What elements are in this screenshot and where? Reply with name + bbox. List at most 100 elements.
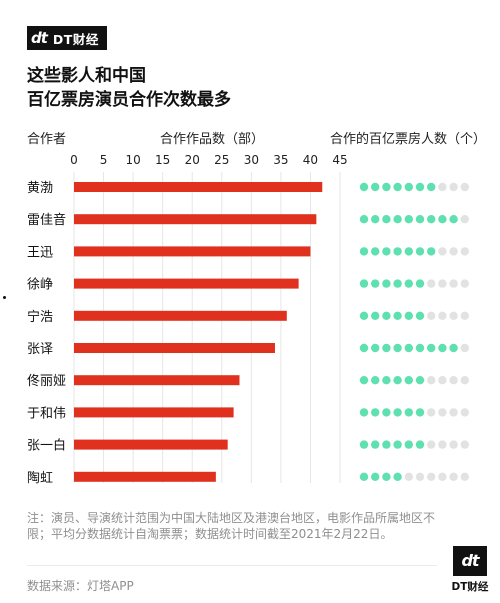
count-dot-filled <box>371 279 380 288</box>
count-dot-filled <box>393 472 402 481</box>
count-dot-empty <box>438 440 447 449</box>
footer-logo-name: DT财经 <box>451 581 489 593</box>
x-tick-label: 40 <box>303 153 318 167</box>
category-label: 黄渤 <box>27 180 53 196</box>
count-dot-filled <box>393 408 402 417</box>
count-dot-filled <box>427 343 436 353</box>
count-dot-filled <box>404 182 413 192</box>
count-dot-filled <box>393 311 402 320</box>
count-dot-filled <box>393 279 402 288</box>
count-dot-filled <box>438 343 447 353</box>
bar <box>74 214 317 225</box>
count-dot-filled <box>393 343 402 353</box>
data-source: 数据来源：灯塔APP <box>27 579 134 593</box>
footnote: 注：演员、导演统计范围为中国大陆地区及港澳台地区，电影作品所属地区不限；平均分数… <box>27 511 436 541</box>
footer-divider <box>27 565 437 566</box>
count-dot-filled <box>382 440 391 449</box>
count-dot-filled <box>415 440 425 449</box>
count-dot-filled <box>427 215 436 224</box>
count-dot-filled <box>359 376 369 385</box>
category-label: 于和伟 <box>27 406 66 421</box>
count-dot-empty <box>460 376 469 385</box>
count-dot-filled <box>415 182 425 192</box>
count-dot-filled <box>415 343 425 353</box>
brand-badge: dt DT财经 <box>27 26 107 50</box>
count-dot-empty <box>449 440 458 449</box>
count-dot-filled <box>359 343 369 353</box>
count-dot-empty <box>460 215 469 224</box>
bar <box>74 375 240 386</box>
count-dot-filled <box>371 247 380 256</box>
count-dot-empty <box>438 279 447 288</box>
count-dot-empty <box>427 376 436 385</box>
count-dot-filled <box>393 376 402 385</box>
count-dot-filled <box>404 440 413 449</box>
count-dot-filled <box>382 408 391 417</box>
category-label: 宁浩 <box>27 309 53 325</box>
x-tick-label: 5 <box>100 153 108 167</box>
count-dot-filled <box>404 215 413 224</box>
count-dot-filled <box>404 343 413 353</box>
count-dot-filled <box>371 376 380 385</box>
bar <box>74 310 287 321</box>
count-dot-filled <box>415 408 425 417</box>
count-dot-empty <box>449 472 458 481</box>
bar <box>74 407 234 418</box>
x-tick-label: 35 <box>273 153 288 167</box>
actors-column-header: 合作的百亿票房人数（个） <box>330 132 487 147</box>
count-dot-filled <box>393 440 402 449</box>
count-dot-filled <box>438 215 447 224</box>
count-dot-filled <box>359 440 369 449</box>
x-tick-label: 20 <box>185 153 200 167</box>
count-dot-filled <box>382 472 391 481</box>
x-tick-label: 0 <box>70 153 78 167</box>
count-dot-empty <box>427 311 436 320</box>
category-label: 王迅 <box>27 245 53 260</box>
count-dot-filled <box>359 247 369 256</box>
count-dot-filled <box>404 408 413 417</box>
count-dot-empty <box>460 440 469 449</box>
bar <box>74 343 275 353</box>
count-dot-filled <box>371 215 380 224</box>
count-dot-empty <box>449 247 458 256</box>
chart-title: 这些影人和中国 百亿票房演员合作次数最多 <box>27 64 231 112</box>
bar <box>74 439 228 450</box>
count-dot-filled <box>359 215 369 224</box>
brand-logo-mark: dt <box>31 29 48 47</box>
bar <box>74 182 323 192</box>
category-label: 陶虹 <box>27 470 53 486</box>
count-dot-filled <box>393 247 402 256</box>
count-dot-empty <box>438 408 447 417</box>
count-dot-empty <box>460 279 469 288</box>
category-label: 佟丽娅 <box>27 373 66 389</box>
count-dot-empty <box>404 472 413 481</box>
count-dot-empty <box>460 408 469 417</box>
chart-title-line-2: 百亿票房演员合作次数最多 <box>27 90 231 110</box>
count-dot-filled <box>415 247 425 256</box>
count-dot-filled <box>415 311 425 320</box>
x-tick-label: 15 <box>155 153 170 167</box>
count-dot-filled <box>371 343 380 353</box>
count-dot-filled <box>371 472 380 481</box>
count-dot-empty <box>427 408 436 417</box>
count-dot-empty <box>449 279 458 288</box>
count-dot-empty <box>438 311 447 320</box>
count-dot-filled <box>427 247 436 256</box>
works-column-header: 合作作品数（部） <box>160 132 265 147</box>
count-dot-filled <box>359 182 369 192</box>
count-dot-filled <box>382 343 391 353</box>
brand-name: DT财经 <box>52 31 99 47</box>
count-dot-filled <box>382 215 391 224</box>
count-dot-empty <box>438 472 447 481</box>
footer-logo: dt DT财经 <box>442 546 498 596</box>
chart-title-line-1: 这些影人和中国 <box>27 66 146 86</box>
count-dot-filled <box>371 182 380 192</box>
count-dot-filled <box>427 182 436 192</box>
count-dot-filled <box>359 472 369 481</box>
count-dot-filled <box>449 343 458 353</box>
x-tick-label: 45 <box>332 153 347 167</box>
category-label: 张一白 <box>27 438 66 454</box>
count-dot-empty <box>449 182 458 192</box>
count-dot-filled <box>382 182 391 192</box>
count-dot-filled <box>449 215 458 224</box>
